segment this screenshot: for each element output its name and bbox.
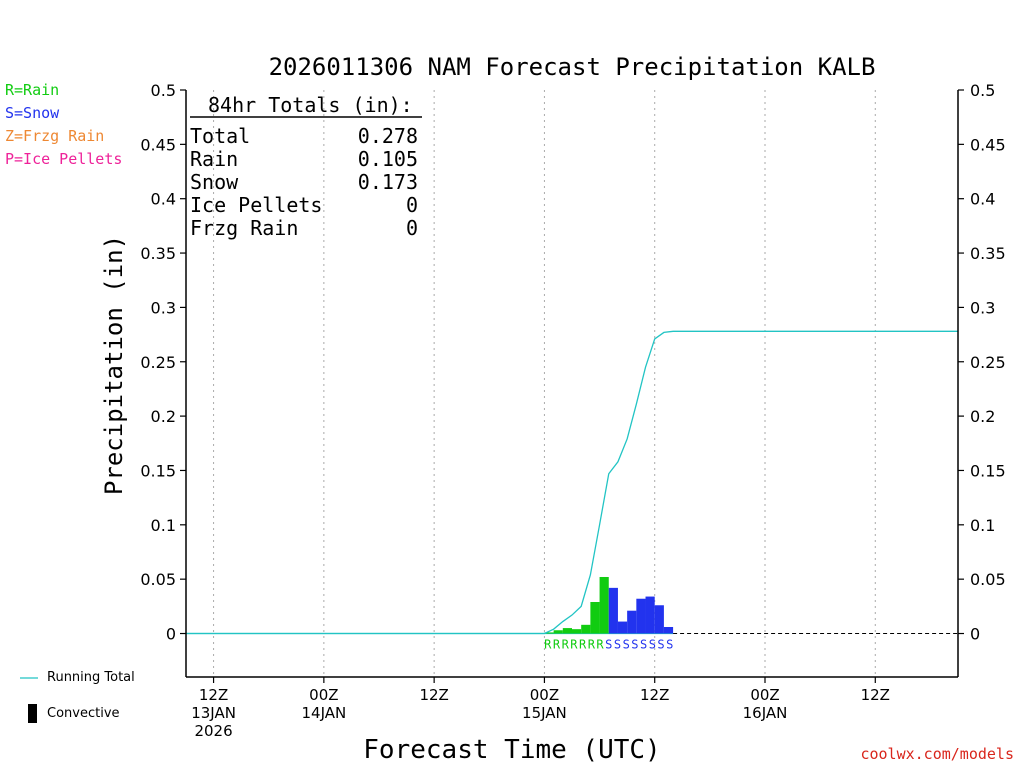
x-tick-label: 00Z [530,686,559,704]
y-tick-label-left: 0 [166,625,176,644]
snow-bar [663,626,674,634]
y-tick-label-left: 0.15 [140,461,176,480]
running-total-key-label: Running Total [47,670,135,685]
type-strip-rain: R [570,638,578,652]
rain-bar [590,601,600,634]
type-strip-snow: S [657,638,664,652]
y-axis-label: Precipitation (in) [100,235,128,495]
type-strip-rain: R [562,638,570,652]
rain-bar [599,576,609,634]
snow-bar [654,605,664,634]
legend-snow: S=Snow [5,104,60,122]
x-tick-label: 15JAN [522,704,567,722]
totals-row-value: 0 [406,193,418,217]
y-tick-label-right: 0.05 [970,570,1006,589]
x-tick-label: 13JAN [191,704,236,722]
totals-header: 84hr Totals (in): [208,93,413,117]
totals-row-value: 0.278 [358,124,418,148]
type-strip-snow: S [614,638,621,652]
totals-box: 84hr Totals (in): Total 0.278 Rain 0.105 Snow… [190,93,422,240]
y-tick-label-left: 0.3 [151,298,176,317]
type-strip-rain: R [596,638,604,652]
snow-bar [608,587,618,634]
y-tick-label-right: 0.1 [970,516,995,535]
y-tick-label-left: 0.4 [151,190,176,209]
tick-labels: R R R R R R R S S S S S S S S0 00.05 0.050.1 0.10.15 0.150… [140,81,1005,740]
rain-bar [562,628,572,634]
type-strip-rain: R [553,638,561,652]
totals-row-label: Snow [190,170,239,194]
type-strip-snow: S [623,638,630,652]
rain-bar [544,632,554,634]
y-tick-label-right: 0.5 [970,81,995,100]
type-strip-snow: S [666,638,673,652]
x-tick-label: 12Z [640,686,669,704]
totals-row-label: Ice Pellets [190,193,322,217]
y-tick-label-left: 0.35 [140,244,176,263]
y-tick-label-right: 0.2 [970,407,995,426]
type-strip-snow: S [631,638,638,652]
y-tick-label-right: 0.15 [970,461,1006,480]
y-tick-label-right: 0.25 [970,353,1006,372]
totals-row-label: Rain [190,147,238,171]
type-strip-rain: R [588,638,596,652]
snow-bar [617,621,628,634]
x-axis-label: Forecast Time (UTC) [363,735,660,765]
x-tick-label: 16JAN [743,704,788,722]
axes [180,89,964,683]
y-tick-label-left: 0.25 [140,353,176,372]
chart-title: 2026011306 NAM Forecast Precipitation KA… [269,53,876,81]
rain-bar [553,630,563,634]
running-total-series [186,330,958,635]
legend-rain: R=Rain [5,81,60,99]
grid-lines [186,90,958,677]
rain-bar [572,629,582,634]
totals-row-value: 0 [406,216,418,240]
y-tick-label-left: 0.45 [140,135,176,154]
running-total-line [186,330,958,635]
type-strip-snow: S [640,638,647,652]
y-tick-label-right: 0.4 [970,190,995,209]
snow-bar [645,596,655,634]
type-strip-snow: S [605,638,612,652]
y-tick-label-right: 0.3 [970,298,995,317]
y-tick-label-right: 0.45 [970,135,1006,154]
x-tick-label: 00Z [309,686,338,704]
x-tick-label: 2026 [194,722,232,740]
x-tick-label: 00Z [750,686,779,704]
precip-bars [544,576,674,634]
totals-row-label: Frzg Rain [190,216,298,240]
x-tick-label: 14JAN [301,704,346,722]
y-tick-label-left: 0.05 [140,570,176,589]
x-tick-label: 12Z [861,686,890,704]
totals-row-value: 0.173 [358,170,418,194]
totals-row-value: 0.105 [358,147,418,171]
convective-key-swatch [28,704,37,723]
watermark: coolwx.com/models [860,745,1014,763]
type-strip-rain: R [544,638,552,652]
y-tick-label-right: 0 [970,625,980,644]
totals-row-label: Total [190,124,250,148]
type-strip-rain: R [579,638,587,652]
y-tick-label-left: 0.5 [151,81,176,100]
snow-bar [627,610,637,634]
x-tick-label: 12Z [419,686,448,704]
type-strip-snow: S [649,638,656,652]
y-tick-label-left: 0.1 [151,516,176,535]
snow-bar [636,598,646,634]
rain-bar [581,624,591,634]
y-tick-label-left: 0.2 [151,407,176,426]
legend-frzg-rain: Z=Frzg Rain [5,127,105,145]
convective-key-label: Convective [47,706,120,721]
x-tick-label: 12Z [199,686,228,704]
y-tick-label-right: 0.35 [970,244,1006,263]
legend-ice-pellets: P=Ice Pellets [5,150,123,168]
